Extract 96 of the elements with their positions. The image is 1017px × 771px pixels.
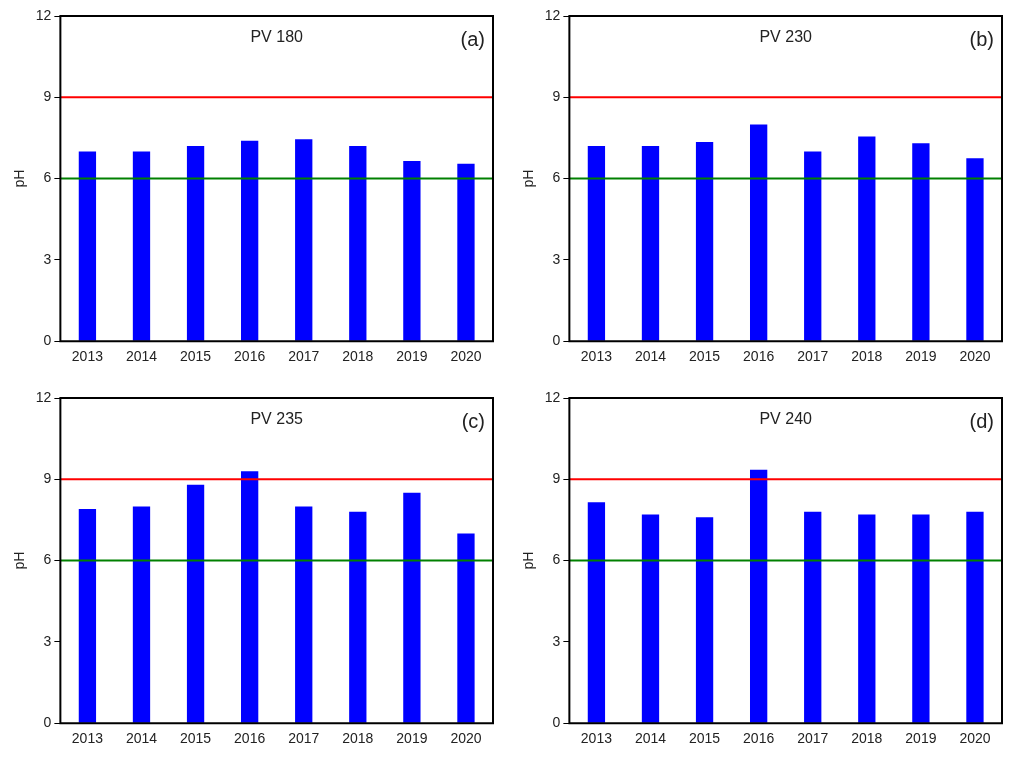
x-tick-label: 2015 bbox=[688, 730, 721, 747]
bar bbox=[966, 511, 984, 723]
text: PV 180 bbox=[250, 28, 304, 46]
y-tick-label: 6 bbox=[43, 551, 52, 568]
y-tick-label: 3 bbox=[43, 632, 52, 649]
bar bbox=[587, 146, 606, 341]
bar bbox=[587, 502, 606, 723]
bar bbox=[858, 136, 876, 341]
x-tick-label: 2017 bbox=[288, 348, 320, 365]
x-tick-label: 2016 bbox=[234, 730, 266, 747]
annotation: (b) bbox=[969, 27, 994, 50]
y-tick-label: 3 bbox=[552, 632, 561, 649]
y-tick-label: 3 bbox=[43, 250, 52, 267]
bar bbox=[403, 160, 421, 341]
x-tick-label: 2019 bbox=[396, 730, 428, 747]
bar bbox=[695, 142, 714, 341]
x-tick-label: 2014 bbox=[125, 348, 158, 365]
y-tick-label: 0 bbox=[552, 714, 561, 731]
x-tick-label: 2016 bbox=[234, 348, 266, 365]
bar bbox=[641, 514, 660, 723]
x-tick-label: 2013 bbox=[71, 348, 104, 365]
bar bbox=[78, 151, 97, 341]
y-axis-title: pH bbox=[520, 169, 537, 188]
bar bbox=[132, 151, 151, 341]
x-tick-label: 2018 bbox=[342, 730, 374, 747]
y-tick-label: 9 bbox=[552, 470, 561, 487]
y-axis-title: pH bbox=[11, 551, 28, 570]
bar bbox=[858, 514, 876, 723]
y-tick-label: 12 bbox=[35, 388, 52, 405]
x-tick-label: 2016 bbox=[743, 730, 775, 747]
x-tick-label: 2019 bbox=[905, 348, 937, 365]
x-tick-label: 2014 bbox=[125, 730, 158, 747]
bar bbox=[240, 471, 259, 723]
bar bbox=[457, 163, 475, 341]
x-tick-label: 2019 bbox=[905, 730, 937, 747]
bar bbox=[695, 517, 714, 723]
x-tick-label: 2017 bbox=[797, 730, 829, 747]
bar bbox=[804, 151, 822, 341]
bar bbox=[749, 469, 768, 723]
bar bbox=[403, 492, 421, 723]
x-tick-label: 2013 bbox=[71, 730, 104, 747]
bar bbox=[78, 509, 97, 723]
bar bbox=[457, 533, 475, 723]
text: PV 235 bbox=[250, 410, 304, 428]
y-tick-label: 0 bbox=[43, 714, 52, 731]
bar bbox=[186, 146, 205, 341]
x-tick-label: 2017 bbox=[288, 730, 320, 747]
x-tick-label: 2013 bbox=[580, 348, 613, 365]
text: PV 230 bbox=[759, 28, 813, 46]
bar bbox=[966, 158, 984, 341]
x-tick-label: 2016 bbox=[743, 348, 775, 365]
y-tick-label: 9 bbox=[43, 88, 52, 105]
x-tick-label: 2020 bbox=[450, 730, 482, 747]
y-tick-label: 0 bbox=[43, 332, 52, 349]
bar bbox=[804, 511, 822, 723]
bar bbox=[132, 506, 151, 723]
x-tick-label: 2018 bbox=[851, 348, 883, 365]
text: PV 240 bbox=[759, 410, 813, 428]
x-tick-label: 2019 bbox=[396, 348, 428, 365]
bar bbox=[749, 124, 768, 341]
x-tick-label: 2014 bbox=[634, 348, 667, 365]
y-tick-label: 9 bbox=[43, 470, 52, 487]
x-tick-label: 2013 bbox=[580, 730, 613, 747]
x-tick-label: 2017 bbox=[797, 348, 829, 365]
annotation: (a) bbox=[460, 27, 485, 50]
bar bbox=[240, 140, 259, 341]
bar bbox=[349, 511, 367, 723]
x-tick-label: 2015 bbox=[179, 730, 212, 747]
y-tick-label: 6 bbox=[552, 169, 561, 186]
x-tick-label: 2018 bbox=[342, 348, 374, 365]
bar bbox=[641, 146, 660, 341]
y-tick-label: 12 bbox=[544, 388, 561, 405]
x-tick-label: 2018 bbox=[851, 730, 883, 747]
y-tick-label: 12 bbox=[35, 6, 52, 23]
annotation: (d) bbox=[969, 409, 994, 432]
annotation: (c) bbox=[461, 409, 485, 432]
bar bbox=[912, 143, 930, 341]
x-tick-label: 2014 bbox=[634, 730, 667, 747]
y-tick-label: 6 bbox=[43, 169, 52, 186]
y-tick-label: 0 bbox=[552, 332, 561, 349]
y-axis-title: pH bbox=[11, 169, 28, 188]
x-tick-label: 2015 bbox=[179, 348, 212, 365]
x-tick-label: 2020 bbox=[959, 348, 991, 365]
y-tick-label: 12 bbox=[544, 6, 561, 23]
y-tick-label: 3 bbox=[552, 250, 561, 267]
y-tick-label: 6 bbox=[552, 551, 561, 568]
x-tick-label: 2020 bbox=[959, 730, 991, 747]
bar bbox=[295, 139, 313, 341]
bar bbox=[912, 514, 930, 723]
bar bbox=[295, 506, 313, 723]
x-tick-label: 2020 bbox=[450, 348, 482, 365]
x-tick-label: 2015 bbox=[688, 348, 721, 365]
y-axis-title: pH bbox=[520, 551, 537, 570]
bar bbox=[186, 484, 205, 723]
y-tick-label: 9 bbox=[552, 88, 561, 105]
bar bbox=[349, 146, 367, 341]
